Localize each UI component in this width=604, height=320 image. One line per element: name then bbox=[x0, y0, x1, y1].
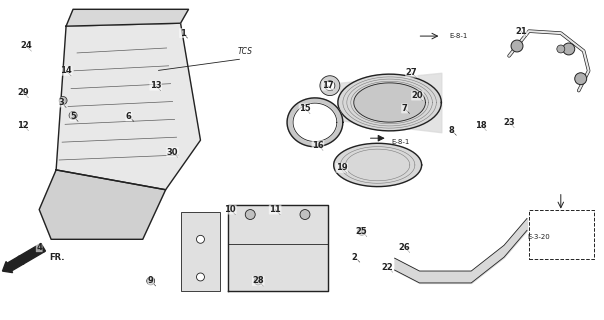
Text: 4: 4 bbox=[36, 243, 42, 252]
Text: 20: 20 bbox=[412, 91, 423, 100]
Circle shape bbox=[320, 76, 340, 96]
Polygon shape bbox=[293, 103, 337, 141]
Circle shape bbox=[325, 81, 335, 91]
Text: 30: 30 bbox=[167, 148, 178, 156]
Text: E-8-1: E-8-1 bbox=[449, 33, 467, 39]
Circle shape bbox=[59, 97, 67, 105]
Text: E-3-20: E-3-20 bbox=[527, 234, 550, 240]
Text: 29: 29 bbox=[18, 88, 29, 97]
Circle shape bbox=[196, 273, 204, 281]
Text: 23: 23 bbox=[503, 118, 515, 127]
Text: 7: 7 bbox=[402, 104, 408, 113]
Polygon shape bbox=[334, 143, 422, 187]
Text: 11: 11 bbox=[269, 205, 281, 214]
Polygon shape bbox=[354, 83, 425, 122]
Circle shape bbox=[563, 43, 575, 55]
Text: E-8-1: E-8-1 bbox=[391, 139, 410, 145]
Text: 24: 24 bbox=[21, 42, 32, 51]
Circle shape bbox=[147, 277, 155, 285]
Circle shape bbox=[300, 210, 310, 220]
Text: 21: 21 bbox=[515, 27, 527, 36]
Text: 12: 12 bbox=[18, 121, 29, 130]
Text: 10: 10 bbox=[225, 205, 236, 214]
Text: 25: 25 bbox=[356, 227, 368, 236]
Circle shape bbox=[196, 235, 204, 243]
Text: 9: 9 bbox=[148, 276, 153, 285]
Circle shape bbox=[557, 45, 565, 53]
Text: 27: 27 bbox=[406, 68, 417, 77]
FancyArrow shape bbox=[2, 244, 45, 273]
Text: 17: 17 bbox=[322, 81, 333, 90]
Text: 2: 2 bbox=[352, 253, 358, 262]
Circle shape bbox=[245, 210, 255, 220]
Text: 6: 6 bbox=[126, 112, 132, 121]
Polygon shape bbox=[66, 9, 188, 26]
Text: 3: 3 bbox=[58, 98, 64, 107]
Circle shape bbox=[254, 277, 262, 285]
Text: 22: 22 bbox=[382, 263, 393, 272]
Circle shape bbox=[358, 228, 365, 235]
Polygon shape bbox=[338, 74, 442, 131]
Text: 13: 13 bbox=[150, 81, 161, 90]
Polygon shape bbox=[181, 212, 220, 291]
Polygon shape bbox=[287, 98, 343, 147]
Text: 8: 8 bbox=[448, 126, 454, 135]
Text: 14: 14 bbox=[60, 66, 72, 75]
Text: FR.: FR. bbox=[49, 253, 65, 262]
Text: 28: 28 bbox=[252, 276, 264, 285]
Text: 19: 19 bbox=[336, 164, 348, 172]
Text: 26: 26 bbox=[399, 243, 410, 252]
Circle shape bbox=[511, 40, 523, 52]
Circle shape bbox=[575, 73, 586, 85]
Text: 18: 18 bbox=[475, 121, 487, 130]
Text: 15: 15 bbox=[299, 104, 311, 113]
Text: 16: 16 bbox=[312, 140, 324, 150]
Circle shape bbox=[69, 111, 77, 119]
Text: 1: 1 bbox=[179, 28, 185, 38]
Polygon shape bbox=[228, 204, 328, 291]
Polygon shape bbox=[39, 170, 165, 239]
Text: TCS: TCS bbox=[238, 47, 252, 56]
Text: 5: 5 bbox=[70, 112, 76, 121]
Polygon shape bbox=[56, 23, 201, 190]
